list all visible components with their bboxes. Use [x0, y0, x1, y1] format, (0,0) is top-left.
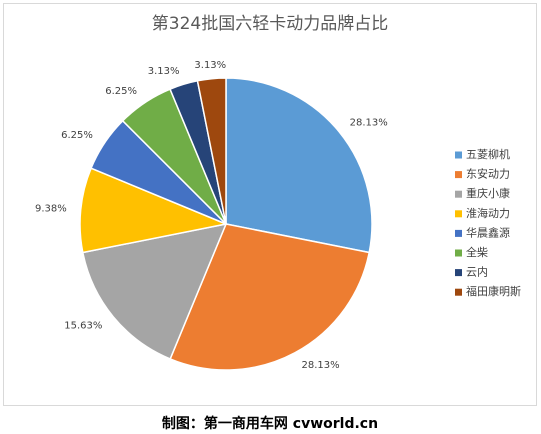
- data-label: 15.63%: [64, 321, 102, 332]
- pie-slice: [225, 77, 373, 254]
- source-note: 制图：第一商用车网 cvworld.cn: [162, 415, 378, 432]
- chart-title: 第324批国六轻卡动力品牌占比: [152, 14, 388, 34]
- legend-swatch: [455, 229, 462, 237]
- legend-label: 淮海动力: [466, 206, 510, 220]
- pie-slice: [79, 167, 229, 254]
- legend-swatch: [455, 190, 462, 198]
- data-label: 9.38%: [35, 203, 67, 214]
- legend-swatch: [455, 171, 462, 179]
- legend-label: 华晨鑫源: [466, 225, 510, 239]
- legend-label: 全柴: [466, 245, 488, 259]
- data-label: 3.13%: [148, 66, 180, 77]
- legend-label: 福田康明斯: [466, 284, 521, 298]
- pie-slice: [196, 77, 227, 225]
- data-label: 28.13%: [350, 117, 388, 128]
- legend-swatch: [455, 151, 462, 159]
- legend-swatch: [455, 288, 462, 296]
- legend-label: 东安动力: [466, 167, 510, 181]
- pie-slice: [81, 222, 228, 360]
- pie-slice: [169, 223, 371, 371]
- legend-label: 重庆小康: [466, 186, 510, 200]
- legend-label: 五菱柳机: [466, 147, 510, 161]
- data-label: 3.13%: [194, 60, 226, 71]
- data-label: 6.25%: [61, 130, 93, 141]
- data-label: 6.25%: [105, 86, 137, 97]
- legend-label: 云内: [466, 265, 488, 279]
- legend-swatch: [455, 269, 462, 277]
- legend-swatch: [455, 210, 462, 218]
- data-label: 28.13%: [301, 360, 339, 371]
- legend-swatch: [455, 249, 462, 257]
